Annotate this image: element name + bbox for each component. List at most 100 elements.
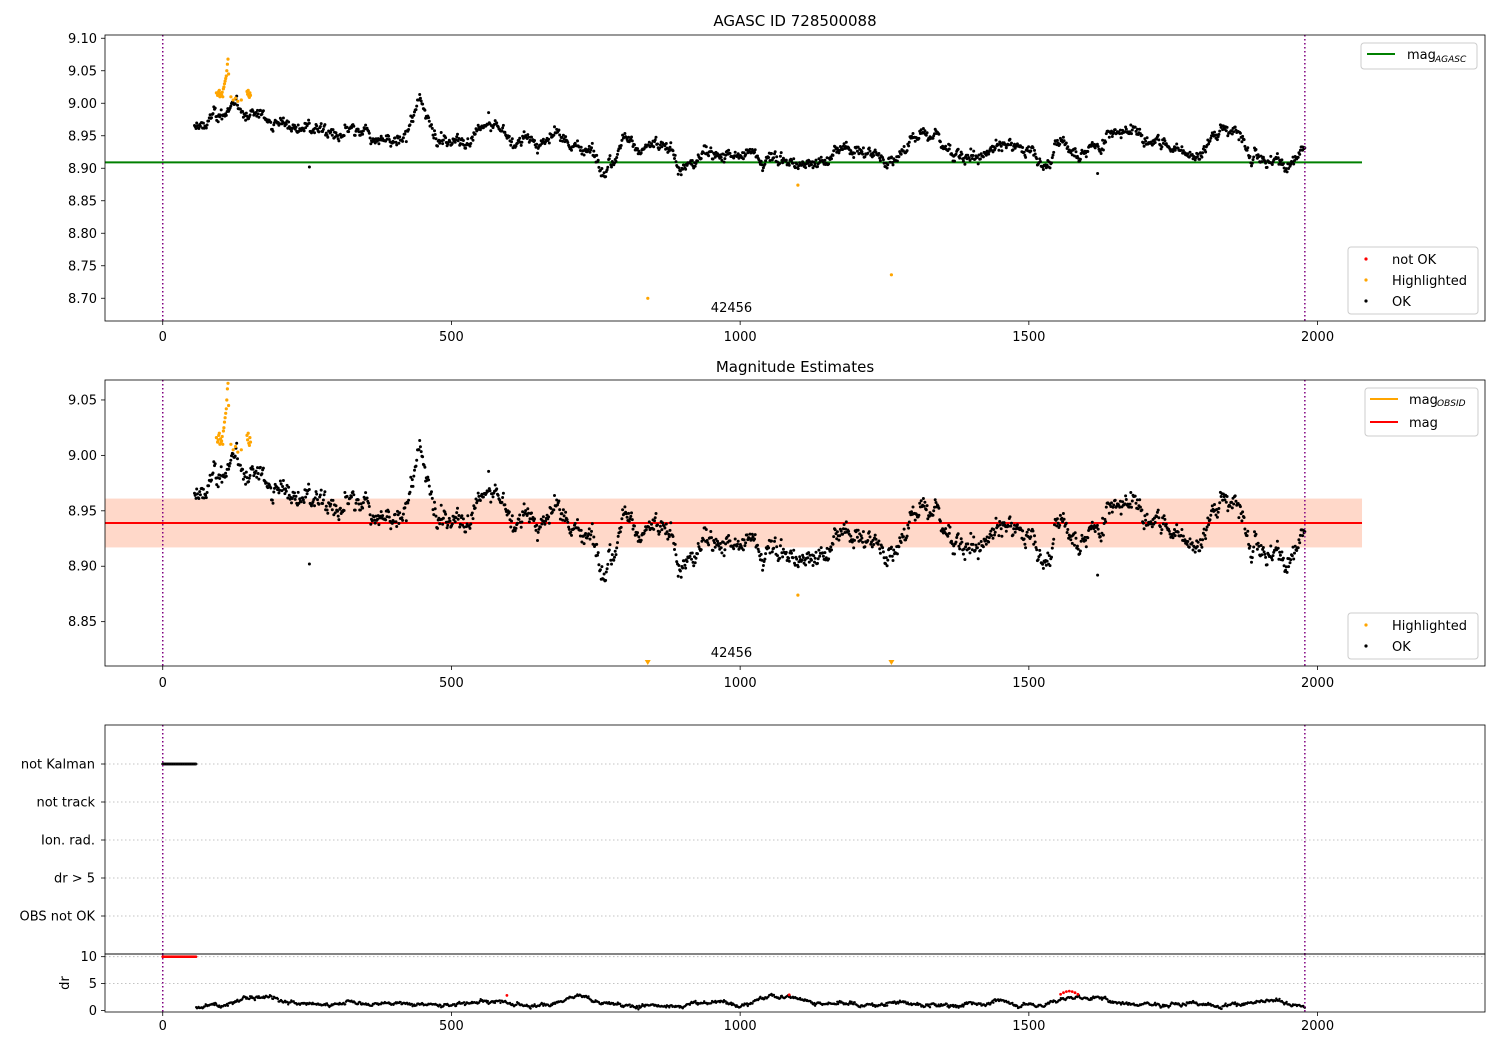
ok-point (535, 523, 539, 527)
ok-point (792, 548, 796, 552)
ok-point (1295, 549, 1299, 552)
ok-point (1163, 139, 1167, 143)
ok-point (631, 527, 635, 531)
highlighted-point (224, 74, 228, 78)
ok-point (250, 465, 254, 469)
ok-point (1090, 141, 1094, 144)
ok-point (433, 507, 437, 511)
ok-point (855, 535, 859, 539)
ok-point (1135, 127, 1139, 131)
ok-point (544, 519, 548, 523)
highlighted-point (227, 403, 231, 408)
ok-point (579, 145, 583, 149)
ok-point (598, 568, 602, 572)
flag-row-label: not Kalman (21, 758, 95, 773)
ok-point (1153, 516, 1156, 520)
ok-point (690, 551, 694, 555)
ok-point (427, 116, 431, 120)
ok-point (780, 158, 784, 162)
ok-point (696, 159, 699, 163)
ok-point (596, 553, 599, 557)
ok-point (307, 562, 311, 566)
ok-point (1248, 155, 1252, 158)
ok-point (319, 488, 323, 492)
dr-point (1090, 998, 1093, 1001)
dr-point (270, 995, 273, 998)
ok-point (338, 506, 342, 510)
ok-point (1119, 512, 1123, 516)
ok-point (610, 553, 614, 557)
ok-point (693, 164, 697, 168)
ok-point (807, 560, 811, 564)
ok-point (533, 517, 536, 521)
ok-point (608, 154, 612, 158)
legend-label-ok: OK (1392, 295, 1411, 310)
ok-point (313, 504, 316, 508)
ok-point (1041, 566, 1045, 570)
ok-point (498, 498, 502, 502)
dr-point (628, 1003, 631, 1006)
ok-point (675, 560, 679, 564)
ok-point (677, 564, 681, 567)
ok-point (596, 158, 600, 162)
ok-point (287, 485, 291, 489)
highlighted-point (220, 90, 224, 94)
ok-point (392, 520, 396, 524)
ok-point (258, 108, 262, 112)
ok-point (588, 150, 592, 154)
ok-point (933, 498, 937, 502)
ok-point (891, 163, 895, 167)
ok-point (1237, 516, 1241, 520)
legend-box (1347, 612, 1479, 660)
ok-point (778, 556, 782, 560)
ok-point (387, 515, 391, 519)
highlighted-point (248, 93, 253, 97)
ok-point (667, 532, 671, 536)
ok-point (668, 528, 672, 532)
ok-point (1014, 527, 1018, 531)
ok-point (447, 516, 451, 520)
ok-point (902, 527, 906, 531)
ok-point (1204, 528, 1208, 532)
ok-point (1196, 540, 1200, 544)
ok-point (211, 112, 215, 116)
ok-point (722, 160, 726, 164)
ok-point (676, 574, 680, 578)
ok-point (334, 131, 338, 135)
ok-point (1234, 499, 1238, 503)
ok-point (1195, 155, 1199, 159)
ok-point (537, 527, 541, 531)
dr-point (947, 1004, 950, 1007)
ok-point (1156, 133, 1160, 137)
ok-point (608, 543, 612, 547)
ok-point (633, 143, 636, 147)
ok-point (367, 131, 371, 135)
ok-point (926, 517, 930, 521)
ok-point (549, 506, 553, 510)
ok-point (196, 492, 199, 496)
ok-point (630, 135, 633, 139)
ok-point (833, 528, 837, 532)
ok-point (401, 136, 405, 140)
ok-point (1101, 516, 1105, 520)
ok-point (650, 142, 653, 146)
ok-point (1107, 511, 1111, 515)
ok-point (806, 161, 810, 165)
ok-point (977, 542, 981, 546)
ok-point (441, 522, 445, 526)
ok-point (881, 550, 885, 554)
ok-point (353, 508, 357, 512)
ok-point (863, 155, 867, 159)
ok-point (831, 153, 835, 157)
dr-red-point (505, 994, 509, 997)
ok-point (464, 525, 468, 529)
ok-point (1215, 138, 1219, 142)
ok-point (488, 489, 492, 493)
ok-point (1214, 513, 1218, 517)
ok-point (621, 508, 625, 512)
ok-point (553, 494, 556, 497)
ok-point (923, 129, 927, 133)
ok-point (818, 554, 822, 558)
ok-point (414, 464, 418, 468)
ok-point (1250, 560, 1253, 564)
